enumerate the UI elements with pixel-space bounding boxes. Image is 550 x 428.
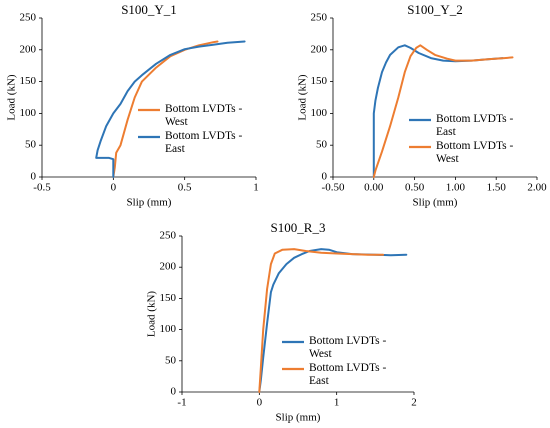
x-tick-label: 0.50 <box>405 182 425 194</box>
x-axis-label: Slip (mm) <box>413 197 458 209</box>
y-tick-label: 100 <box>160 323 177 335</box>
x-tick-label: 0.00 <box>364 182 384 194</box>
chart-title: S100_Y_2 <box>407 2 463 17</box>
legend-label-1: Bottom LVDTs -East <box>436 113 514 138</box>
x-tick-label: -0.5 <box>33 182 51 194</box>
legend-label-1: Bottom LVDTs -West <box>309 335 387 360</box>
legend-label-2: Bottom LVDTs -East <box>165 130 243 155</box>
series-line-2 <box>372 44 514 178</box>
y-tick-label: 0 <box>171 386 177 398</box>
x-axis-label: Slip (mm) <box>276 412 321 424</box>
y-tick-label: 200 <box>160 261 177 273</box>
y-axis-label: Load (kN) <box>297 74 309 120</box>
x-tick-label: 0 <box>257 397 263 409</box>
x-tick-label: 1 <box>334 397 340 409</box>
y-tick-label: 250 <box>311 12 328 24</box>
x-tick-label: 1 <box>253 182 259 194</box>
y-tick-label: 100 <box>20 107 37 119</box>
x-tick-label: 1.50 <box>487 182 507 194</box>
y-tick-label: 250 <box>20 12 37 24</box>
y-tick-label: 150 <box>160 292 177 304</box>
x-tick-label: 2.00 <box>527 182 547 194</box>
y-tick-label: 50 <box>165 354 177 366</box>
y-axis-label: Load (kN) <box>6 74 18 120</box>
chart-title: S100_Y_1 <box>121 2 177 17</box>
x-tick-label: 2 <box>411 397 417 409</box>
chart-title: S100_R_3 <box>271 220 326 235</box>
legend-label-2: Bottom LVDTs -West <box>436 140 514 165</box>
chart-2: S100_Y_2 0 50 100 150 200 250 -0.50 0.00 0.50 1.00… <box>297 2 548 209</box>
series-line-1 <box>112 40 219 178</box>
y-tick-label: 150 <box>20 75 37 87</box>
x-axis-label: Slip (mm) <box>127 197 172 209</box>
x-tick-label: -0.50 <box>322 182 345 194</box>
series-line-2 <box>95 40 246 178</box>
y-tick-label: 100 <box>311 107 328 119</box>
y-axis-label: Load (kN) <box>146 291 158 337</box>
y-tick-label: 50 <box>25 139 37 151</box>
y-tick-label: 250 <box>160 230 177 242</box>
x-tick-label: -1 <box>177 397 186 409</box>
y-tick-label: 150 <box>311 75 328 87</box>
y-tick-label: 0 <box>31 171 37 183</box>
legend-label-2: Bottom LVDTs -East <box>309 362 387 387</box>
y-tick-label: 0 <box>322 171 328 183</box>
series-line-2 <box>258 248 385 393</box>
x-tick-label: 0 <box>111 182 117 194</box>
y-tick-label: 50 <box>316 139 328 151</box>
y-tick-label: 200 <box>20 43 37 55</box>
y-tick-label: 200 <box>311 43 328 55</box>
x-tick-label: 1.00 <box>446 182 466 194</box>
legend-label-1: Bottom LVDTs -West <box>165 103 243 128</box>
x-tick-label: 0.5 <box>178 182 192 194</box>
